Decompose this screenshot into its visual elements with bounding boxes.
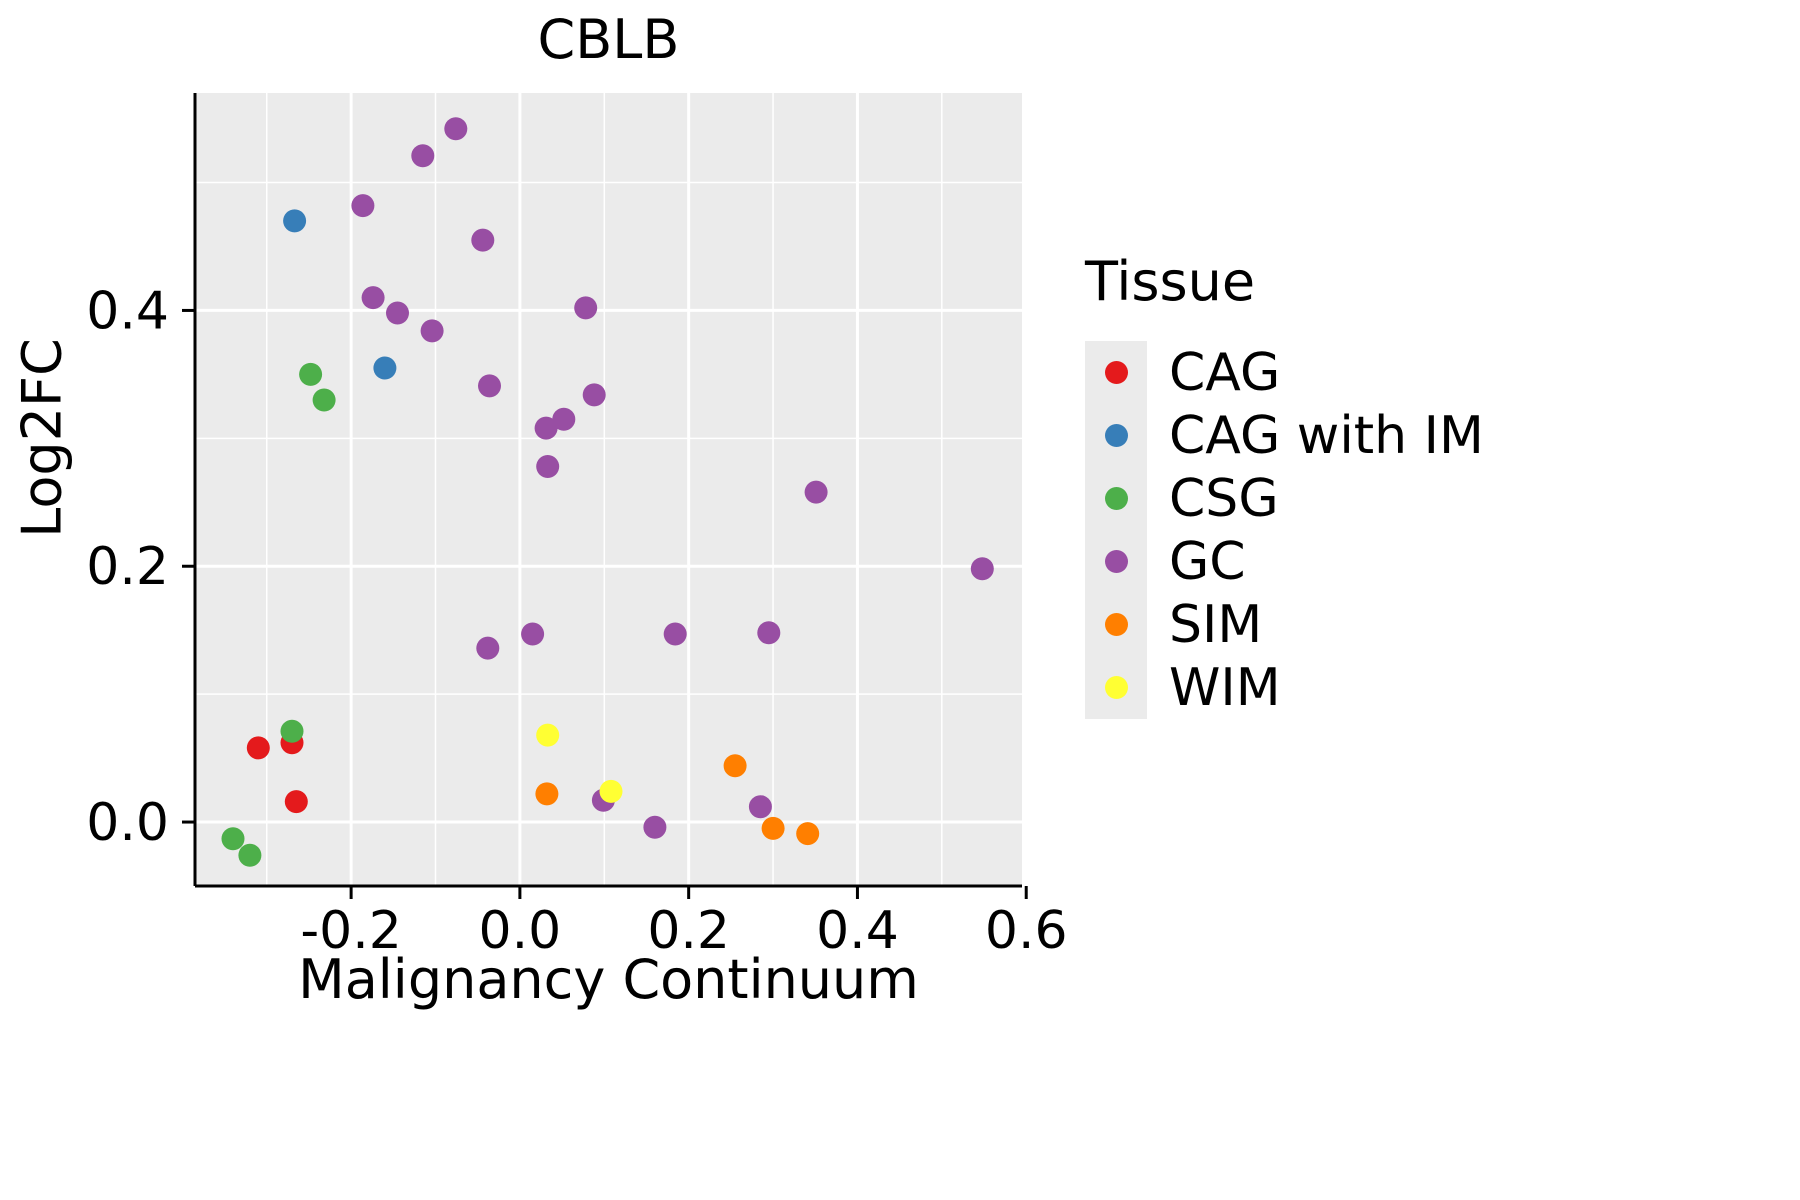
data-point-gc [386, 301, 409, 325]
data-point-wim [599, 779, 623, 803]
legend-entry-cag: CAG [1085, 341, 1484, 404]
legend-dot-icon [1104, 361, 1128, 384]
plot-panel [195, 93, 1022, 886]
y-tick-label: 0.0 [86, 793, 169, 853]
data-point-gc [351, 194, 375, 218]
data-point-gc [748, 795, 772, 819]
data-point-gc [552, 407, 576, 431]
legend-entry-csg: CSG [1085, 467, 1484, 530]
legend: Tissue CAG CAG with IM CSG GC SIM WIM [1085, 250, 1484, 719]
data-point-csg [280, 719, 304, 743]
x-axis-label: Malignancy Continuum [298, 948, 919, 1011]
data-point-wim [536, 723, 560, 747]
data-point-gc [970, 557, 994, 581]
legend-entries: CAG CAG with IM CSG GC SIM WIM [1085, 341, 1484, 719]
data-point-gc [521, 622, 545, 646]
data-point-cag [246, 736, 270, 760]
legend-dot-icon [1104, 613, 1128, 636]
legend-key [1085, 404, 1147, 467]
legend-label: WIM [1169, 657, 1281, 718]
data-point-gc [471, 228, 495, 252]
legend-dot-icon [1104, 487, 1128, 510]
x-tick-label: -0.2 [300, 901, 401, 961]
legend-key [1085, 341, 1147, 404]
legend-entry-cag-with-im: CAG with IM [1085, 404, 1484, 467]
data-point-gc [757, 621, 781, 645]
data-point-gc [534, 416, 558, 440]
x-tick-label: 0.6 [985, 901, 1068, 961]
data-point-cag-with-im [283, 209, 307, 233]
legend-key [1085, 530, 1147, 593]
legend-dot-icon [1104, 676, 1128, 699]
data-point-sim [723, 754, 747, 778]
legend-title: Tissue [1085, 250, 1256, 313]
data-point-gc [444, 117, 468, 141]
legend-key [1085, 467, 1147, 530]
legend-label: CAG [1169, 342, 1281, 403]
data-point-gc [663, 622, 687, 646]
data-point-csg [312, 388, 336, 412]
legend-entry-wim: WIM [1085, 656, 1484, 719]
data-point-sim [796, 822, 820, 846]
data-point-gc [411, 144, 435, 168]
data-point-gc [643, 815, 667, 839]
data-point-gc [476, 636, 500, 660]
legend-entry-gc: GC [1085, 530, 1484, 593]
chart-title: CBLB [537, 8, 680, 71]
data-point-gc [574, 296, 598, 320]
data-point-sim [535, 782, 559, 806]
data-point-csg [221, 827, 245, 851]
y-tick-label: 0.2 [86, 537, 169, 597]
legend-label: GC [1169, 531, 1246, 592]
data-point-cag [284, 790, 308, 814]
legend-label: SIM [1169, 594, 1263, 655]
legend-entry-sim: SIM [1085, 593, 1484, 656]
plot-area: -0.2 0.0 0.2 0.4 0.6 0.0 0.2 0.4 [86, 93, 1068, 961]
y-tick-label: 0.4 [86, 281, 169, 341]
x-tick-label: 0.0 [479, 901, 562, 961]
data-point-gc [361, 286, 385, 310]
data-point-csg [299, 362, 323, 386]
legend-key [1085, 656, 1147, 719]
data-point-csg [238, 843, 262, 867]
legend-dot-icon [1104, 550, 1128, 573]
data-point-gc [536, 455, 560, 478]
data-point-gc [582, 383, 606, 407]
data-point-cag-with-im [373, 356, 397, 380]
data-point-gc [420, 319, 444, 343]
legend-key [1085, 593, 1147, 656]
data-point-gc [804, 480, 828, 504]
x-tick-label: 0.2 [647, 901, 730, 961]
x-tick-label: 0.4 [816, 901, 899, 961]
data-point-sim [761, 816, 785, 840]
legend-label: CAG with IM [1169, 405, 1484, 466]
legend-dot-icon [1104, 424, 1128, 447]
data-point-gc [478, 374, 501, 398]
legend-label: CSG [1169, 468, 1279, 529]
